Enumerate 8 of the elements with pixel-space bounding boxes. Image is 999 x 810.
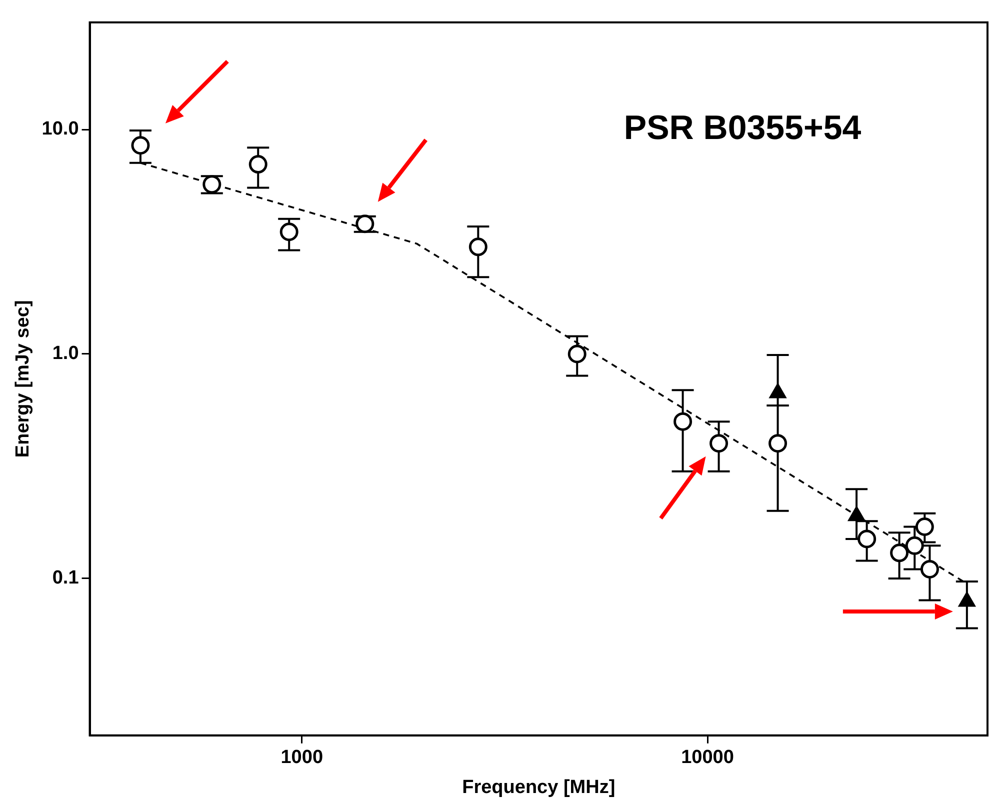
y-tick-label: 0.1 (52, 568, 80, 589)
text: PSR B0355+54 (624, 108, 862, 147)
y-axis-title: Energy [mJy sec] (12, 300, 34, 458)
x-tick-label: 10000 (681, 747, 734, 768)
x-tick-label: 1000 (280, 747, 324, 768)
x-axis-title: Frequency [MHz] (462, 776, 616, 798)
y-tick-label: 10.0 (42, 118, 79, 140)
y-tick-label: 1.0 (52, 343, 79, 364)
